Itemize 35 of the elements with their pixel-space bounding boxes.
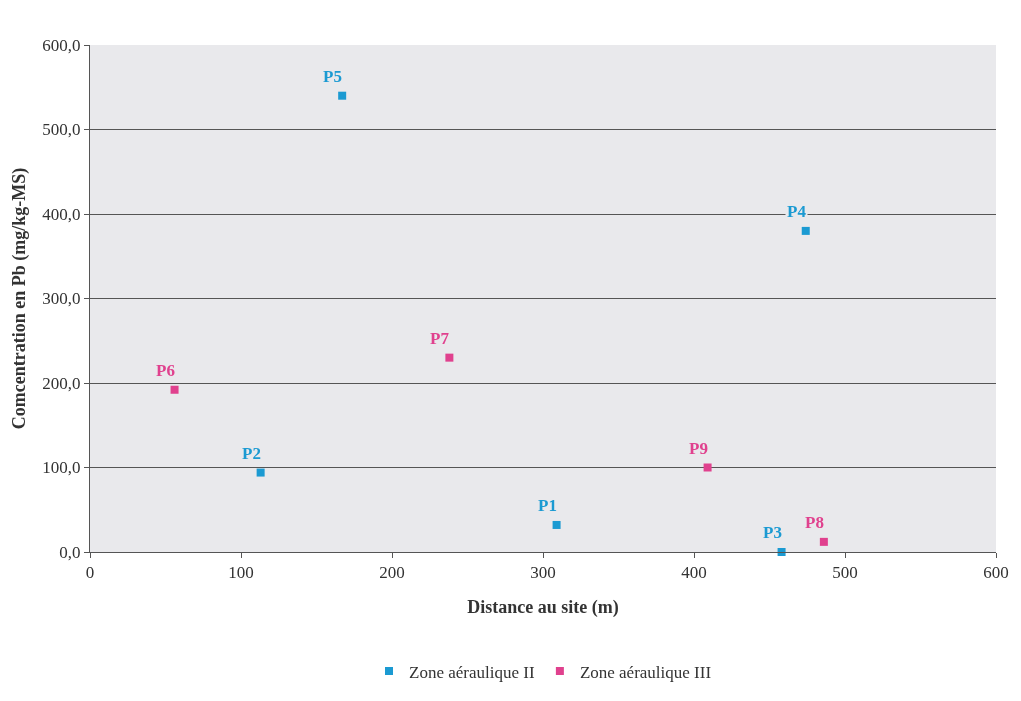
x-tick-label: 300 <box>530 563 556 583</box>
data-label: P2 <box>242 444 261 463</box>
point <box>703 463 712 472</box>
data-label: P9 <box>689 439 708 458</box>
x-tick-label: 600 <box>983 563 1009 583</box>
y-tick-label: 600,0 <box>42 35 81 55</box>
data-label: P4 <box>787 202 807 221</box>
y-tick-label: 100,0 <box>42 458 81 478</box>
point <box>552 520 561 529</box>
x-tick-label: 100 <box>228 563 254 583</box>
x-tick-label: 500 <box>832 563 858 583</box>
data-label: P1 <box>538 496 557 515</box>
data-label: P3 <box>763 523 782 542</box>
data-label: P8 <box>805 513 824 532</box>
y-tick-label: 500,0 <box>42 120 81 140</box>
y-tick-label: 200,0 <box>42 373 81 393</box>
y-axis-title: Comcentration en Pb (mg/kg-MS) <box>8 167 30 430</box>
legend-label: Zone aéraulique III <box>579 662 712 682</box>
x-tick-label: 0 <box>85 563 95 583</box>
point <box>256 468 265 477</box>
point <box>170 385 179 394</box>
legend-label: Zone aéraulique II <box>409 662 535 682</box>
y-tick-label: 400,0 <box>42 204 81 224</box>
data-label: P6 <box>156 361 175 380</box>
point <box>801 226 810 235</box>
y-tick-label: 0,0 <box>59 542 81 562</box>
data-label: P5 <box>323 67 342 86</box>
y-tick-label: 300,0 <box>42 289 81 309</box>
data-label: P7 <box>430 329 450 348</box>
x-tick-label: 400 <box>681 563 707 583</box>
point <box>445 353 454 362</box>
x-axis-title: Distance au site (m) <box>467 596 619 618</box>
x-tick-label: 200 <box>379 563 405 583</box>
point <box>819 537 828 546</box>
point <box>338 91 347 100</box>
